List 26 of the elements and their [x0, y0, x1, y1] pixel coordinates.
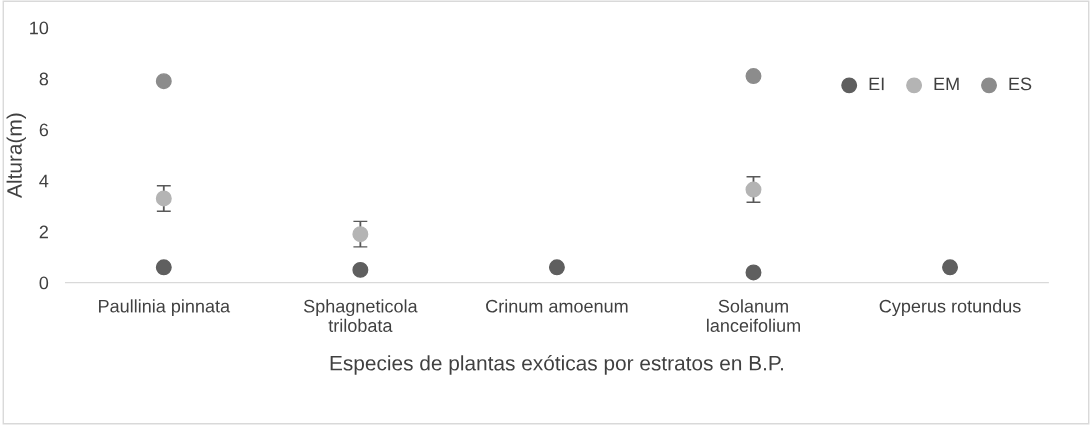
legend-label: ES	[1009, 77, 1032, 91]
x-tick-label: Solanum lanceifolium	[707, 299, 800, 332]
point	[352, 226, 369, 243]
x-tick-label: Crinum amoenum	[486, 299, 628, 313]
point	[745, 264, 762, 281]
point	[155, 73, 172, 90]
y-tick-label: 10	[30, 21, 49, 35]
y-tick-label: 8	[39, 72, 49, 86]
point	[745, 68, 762, 85]
y-tick-label: 6	[39, 123, 49, 137]
point	[942, 259, 959, 276]
point	[352, 261, 369, 278]
y-axis-title: Altura(m)	[6, 113, 26, 198]
point	[155, 259, 172, 276]
y-tick-label: 2	[39, 225, 48, 239]
x-tick-label: Sphagneticola trilobata	[303, 299, 418, 332]
y-tick-label: 0	[39, 276, 49, 290]
x-axis-title: Especies de plantas exóticas por estratos en B.P.	[330, 355, 783, 375]
x-tick-label: Cyperus rotundus	[879, 299, 1021, 317]
legend-label: EI	[869, 77, 884, 91]
point	[548, 259, 565, 276]
legend-label: EM	[934, 77, 959, 91]
x-tick-label: Paullinia pinnata	[99, 299, 231, 317]
point	[155, 190, 172, 207]
y-tick-label: 4	[39, 174, 49, 188]
point	[745, 181, 762, 198]
